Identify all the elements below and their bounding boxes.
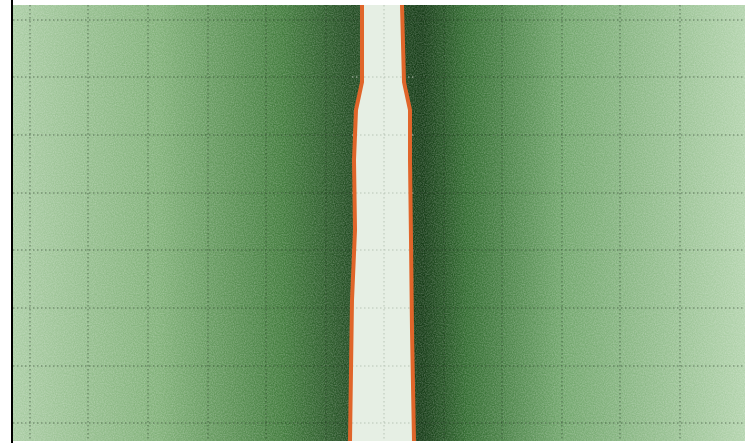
- page: {} html, body { margin: 0; padding: 0; w…: [0, 0, 748, 443]
- body: (() => { const data = JSON.parse(documen…: [0, 0, 748, 443]
- screenshot: [0, 0, 748, 443]
